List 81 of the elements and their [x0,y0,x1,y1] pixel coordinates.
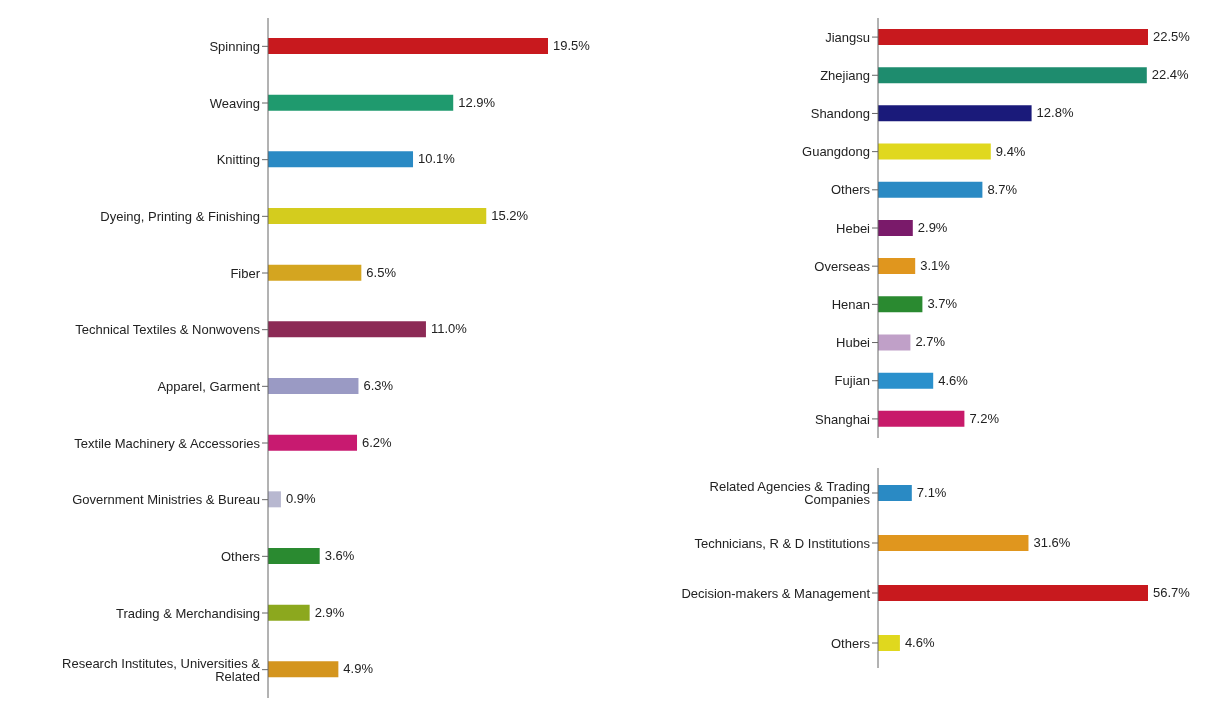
bar [878,105,1032,122]
data-label: 0.9% [285,491,316,507]
bar [878,334,911,351]
bar [878,181,983,198]
y-tick-label: Hubei [836,335,871,351]
y-tick-label: Fiber [230,265,261,281]
data-label: 56.7% [1153,585,1191,600]
data-label: 22.4% [1151,67,1190,83]
bar [878,219,913,236]
y-tick-label: Trading & Merchandising [115,605,260,621]
bar [878,585,1148,601]
y-tick-label: Shanghai [815,411,871,427]
data-label: 31.6% [1033,535,1071,550]
bar [878,535,1029,551]
y-tick-label: Fujian [834,373,870,389]
data-label: 22.5% [1153,29,1191,44]
y-tick-label: Knitting [216,152,260,168]
data-label: 7.1% [916,485,947,500]
data-label: 2.7% [915,334,946,350]
data-label: 11.0% [430,321,468,337]
data-label: 7.2% [969,410,1000,426]
bar [268,208,487,224]
data-label: 12.9% [458,94,496,110]
data-label: 9.4% [995,143,1026,159]
data-label: 2.9% [917,219,948,235]
y-tick-label: Others [220,548,261,564]
y-tick-label: Technical Textiles & Nonwovens [75,322,261,338]
y-tick-label: Jiangsu [825,29,870,45]
y-tick-label: Others [830,182,871,198]
data-label: 6.2% [362,434,393,450]
bar [878,410,965,427]
y-tick-label: Henan [831,296,870,312]
data-label: 4.6% [904,635,935,650]
y-tick-label: Apparel, Garment [157,378,261,394]
y-tick-label: Guangdong [802,144,870,160]
data-label: 12.8% [1036,105,1074,121]
data-label: 6.3% [363,378,394,393]
data-label: 6.5% [366,264,397,280]
bar [268,604,310,621]
bar [878,258,916,275]
bar [878,29,1148,45]
bar [268,321,426,338]
data-label: 8.7% [987,181,1018,197]
y-tick-label: Zhejiang [820,67,870,83]
y-tick-label: Textile Machinery & Accessories [74,435,261,451]
bar [268,378,359,394]
data-label: 4.6% [938,372,969,388]
bar [878,485,912,501]
y-tick-label: Technicians, R & D Institutions [694,535,871,551]
bar [268,264,362,281]
bar [878,67,1147,84]
data-label: 15.2% [491,208,529,223]
bar [268,94,454,111]
y-tick-label: Shandong [810,106,870,122]
y-tick-label: Dyeing, Printing & Finishing [100,208,260,224]
y-tick-label: Hebei [836,220,871,236]
y-tick-label: Decision-makers & Management [681,585,871,601]
data-label: 10.1% [418,151,456,167]
y-tick-label: Weaving [209,95,260,111]
bar [878,296,923,313]
data-label: 4.9% [343,661,374,677]
bar [268,491,281,508]
data-label: 19.5% [553,38,591,53]
y-tick-label: Related Agencies & Trading Companies [709,479,871,508]
y-tick-label: Spinning [209,38,260,54]
data-label: 2.9% [314,604,345,620]
data-label: 3.7% [927,296,958,312]
y-tick-label: Government Ministries & Bureau [72,492,260,508]
bar [878,372,934,389]
y-tick-label: Research Institutes, Universities & Related [62,655,261,684]
y-tick-label: Overseas [814,258,871,274]
bar [268,548,320,564]
bar [878,635,900,651]
bar [268,661,339,678]
data-label: 3.1% [920,258,951,274]
bar [268,38,548,54]
bar [268,434,358,451]
data-label: 3.6% [324,548,355,563]
bar [878,143,991,160]
bar [268,151,414,168]
y-tick-label: Others [830,635,871,651]
